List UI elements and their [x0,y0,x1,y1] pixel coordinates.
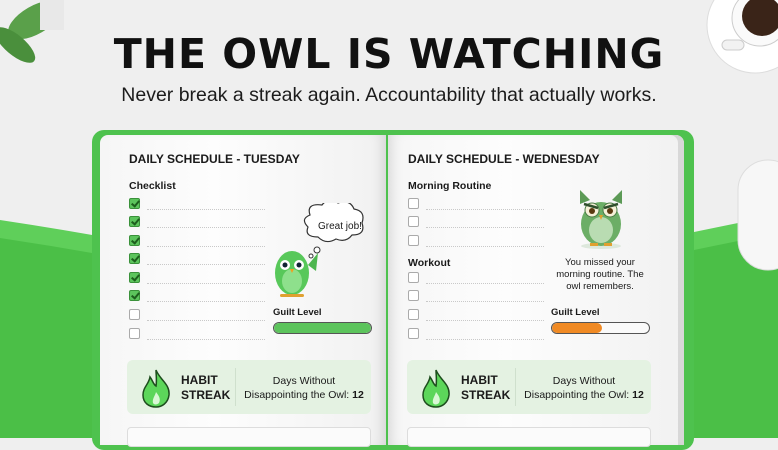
guilt-level-bar [273,322,372,334]
flame-icon [422,369,450,408]
notes-box [407,427,651,447]
item-line [147,339,265,340]
coffee-cup-icon [706,0,778,74]
owl-message: You missed your morning routine. The owl… [556,257,644,292]
item-line [147,227,265,228]
checkbox[interactable] [129,235,140,246]
days-label: Days Without [552,375,616,387]
checkbox[interactable] [129,290,140,301]
guilt-level-fill [274,323,371,333]
checkbox[interactable] [129,253,140,264]
left-heading: DAILY SCHEDULE - TUESDAY [129,152,300,166]
guilt-level-label: Guilt Level [273,307,322,318]
streak-label: STREAK [461,388,511,402]
streak-label: STREAK [181,388,231,402]
checkbox[interactable] [408,235,419,246]
stern-owl-icon [580,190,622,249]
days-label: Days Without [272,375,336,387]
streak-count: 12 [632,389,644,401]
checkbox[interactable] [408,272,419,283]
habit-streak-card: HABIT STREAK Days Without Disappointing th… [407,360,651,414]
item-line [426,301,544,302]
item-line [426,339,544,340]
right-heading: DAILY SCHEDULE - WEDNESDAY [408,152,600,166]
item-line [147,246,265,247]
item-line [147,301,265,302]
streak-label: HABIT [461,373,498,387]
checkbox[interactable] [408,198,419,209]
checkbox[interactable] [129,309,140,320]
checkbox[interactable] [129,328,140,339]
flame-icon [142,369,170,408]
streak-label: HABIT [181,373,218,387]
guilt-level-fill [552,323,603,333]
checkbox[interactable] [408,290,419,301]
item-line [426,283,544,284]
days-label: Disappointing the Owl: [524,389,633,401]
checklist-heading: Checklist [129,180,176,192]
speech-bubble: Great job! [318,221,362,232]
guilt-level-bar [551,322,650,334]
divider [515,368,516,406]
item-line [426,246,544,247]
happy-owl-icon [275,203,364,297]
plant-icon [0,0,64,63]
notes-box [127,427,371,447]
page-title: THE OWL IS WATCHING [113,30,665,78]
item-line [147,320,265,321]
mouse-icon [737,159,778,271]
item-line [426,320,544,321]
checkbox[interactable] [408,309,419,320]
item-line [147,264,265,265]
divider [235,368,236,406]
habit-streak-card: HABIT STREAK Days Without Disappointing th… [127,360,371,414]
checkbox[interactable] [408,216,419,227]
guilt-level-label: Guilt Level [551,307,600,318]
morning-routine-heading: Morning Routine [408,180,492,192]
workout-heading: Workout [408,257,451,269]
item-line [426,227,544,228]
checkbox[interactable] [129,198,140,209]
item-line [147,209,265,210]
checkbox[interactable] [129,272,140,283]
checkbox[interactable] [408,328,419,339]
item-line [426,209,544,210]
item-line [147,283,265,284]
checkbox[interactable] [129,216,140,227]
streak-count: 12 [352,389,364,401]
days-label: Disappointing the Owl: [244,389,353,401]
page-subtitle: Never break a streak again. Accountabili… [121,84,657,106]
